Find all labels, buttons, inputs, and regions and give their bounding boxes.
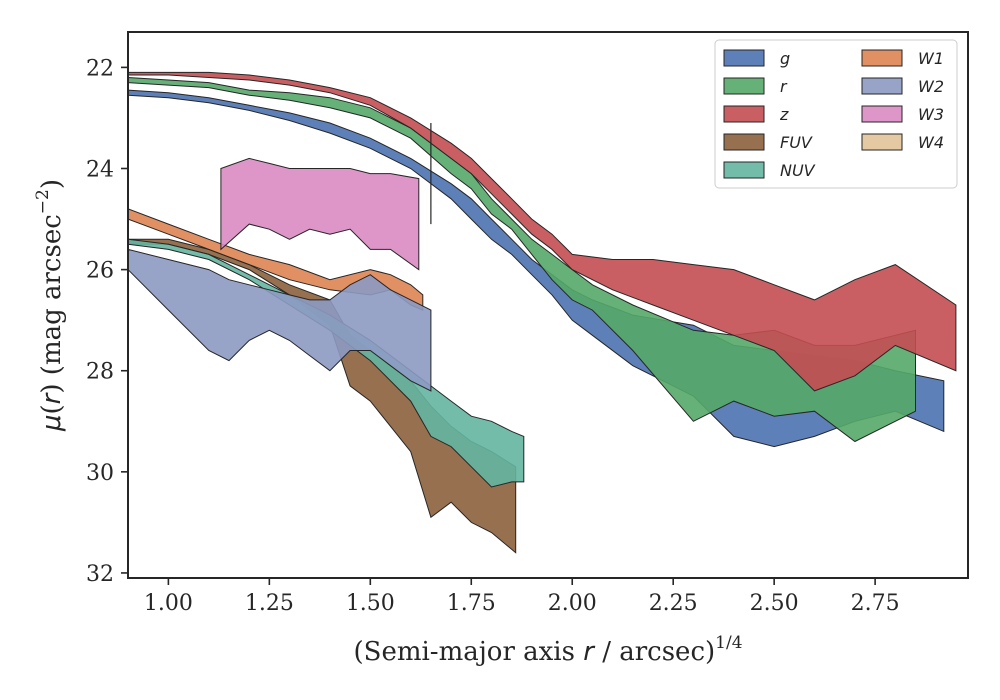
legend-label-z: z xyxy=(779,105,789,124)
legend-label-g: g xyxy=(780,49,790,68)
x-tick-label: 2.25 xyxy=(649,591,698,616)
plot-area xyxy=(128,71,957,554)
legend-swatch-w1 xyxy=(861,49,903,67)
y-axis-label: μ(r) (mag arcsec−2) xyxy=(33,179,67,432)
legend-swatch-w4 xyxy=(861,133,903,151)
x-tick-label: 1.00 xyxy=(144,591,193,616)
x-tick-label: 2.50 xyxy=(750,591,799,616)
legend-swatch-g xyxy=(723,49,765,67)
x-tick-label: 1.75 xyxy=(447,591,496,616)
band-w3 xyxy=(220,157,420,271)
y-tick-label: 28 xyxy=(86,360,114,385)
y-tick-label: 32 xyxy=(86,562,114,587)
plot-frame xyxy=(127,31,969,579)
x-tick-label: 1.25 xyxy=(245,591,294,616)
legend-label-fuv: FUV xyxy=(780,133,813,152)
legend-box xyxy=(714,39,958,189)
x-axis-label: (Semi-major axis r / arcsec)1/4 xyxy=(353,633,742,667)
y-tick-label: 30 xyxy=(86,461,114,486)
legend-swatch-nuv xyxy=(723,161,765,179)
axes: 1.00 1.25 1.50 1.75 2.00 2.25 2.50 2.75 22 24 26 28… xyxy=(86,56,900,616)
legend-label-w1: W1 xyxy=(918,49,944,68)
x-tick-label: 2.75 xyxy=(851,591,900,616)
legend-swatch-fuv xyxy=(723,133,765,151)
band-w2 xyxy=(128,248,432,392)
y-tick-label: 22 xyxy=(86,56,114,81)
legend-label-r: r xyxy=(780,77,788,96)
y-tick-label: 26 xyxy=(86,259,114,284)
legend-label-nuv: NUV xyxy=(780,161,816,180)
legend-label-w3: W3 xyxy=(918,105,944,124)
legend: grz FUV NUV W1 W2 W3 W4 xyxy=(714,39,958,189)
legend-label-w2: W2 xyxy=(918,77,944,96)
legend-label-w4: W4 xyxy=(918,133,944,152)
x-tick-label: 1.50 xyxy=(346,591,395,616)
legend-swatch-r xyxy=(723,77,765,95)
legend-swatch-z xyxy=(723,105,765,123)
legend-swatch-w3 xyxy=(861,105,903,123)
x-tick-label: 2.00 xyxy=(548,591,597,616)
y-tick-label: 24 xyxy=(86,158,114,183)
band-z xyxy=(128,71,957,392)
legend-swatch-w2 xyxy=(861,77,903,95)
